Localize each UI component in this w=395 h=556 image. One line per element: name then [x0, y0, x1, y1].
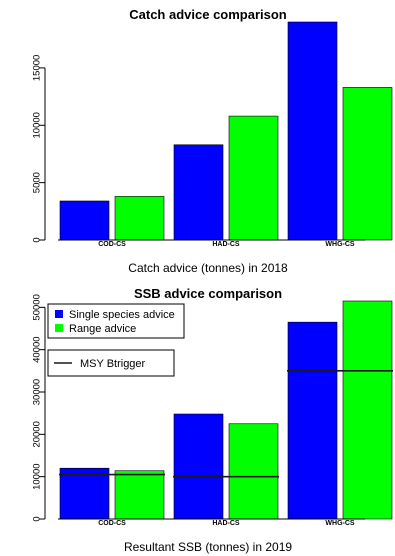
catch-chart-title: Catch advice comparison	[129, 7, 287, 22]
bar-whg-cs-range	[342, 300, 393, 520]
legend-swatch-range	[55, 324, 63, 332]
y-tick-label: 10000	[32, 463, 43, 489]
legend-swatch-single-species	[55, 310, 63, 318]
y-tick-label: 15000	[32, 55, 43, 81]
bar-had-cs-range	[228, 115, 279, 241]
x-tick-label: HAD-CS	[212, 241, 240, 248]
bar-cod-cs-single-species	[59, 467, 110, 520]
y-tick-label: 0	[32, 237, 43, 242]
bar-had-cs-single-species	[173, 144, 224, 241]
ssb-advice-chart: SSB advice comparison Resultant SSB (ton…	[32, 286, 393, 554]
ssb-chart-xlabel: Resultant SSB (tonnes) in 2019	[124, 540, 292, 554]
y-tick-label: 0	[32, 516, 43, 521]
ssb-chart-title: SSB advice comparison	[134, 286, 282, 301]
catch-advice-chart: Catch advice comparison Catch advice (to…	[32, 7, 393, 275]
legend-label-range: Range advice	[69, 323, 136, 335]
bar-whg-cs-range	[342, 87, 393, 241]
legend-label-single-species: Single species advice	[69, 309, 175, 321]
bar-cod-cs-range	[114, 196, 165, 241]
x-tick-label: COD-CS	[98, 241, 126, 248]
bar-whg-cs-single-species	[287, 21, 338, 241]
bar-cod-cs-single-species	[59, 200, 110, 241]
legend-label-msy: MSY Btrigger	[80, 358, 146, 370]
y-tick-label: 30000	[32, 379, 43, 405]
bar-cod-cs-range	[114, 470, 165, 520]
y-tick-label: 50000	[32, 294, 43, 320]
y-tick-label: 10000	[32, 112, 43, 138]
legend-box	[47, 303, 185, 339]
y-tick-label: 40000	[32, 336, 43, 362]
x-tick-label: WHG-CS	[325, 241, 354, 248]
bar-had-cs-range	[228, 423, 279, 520]
y-tick-label: 20000	[32, 421, 43, 447]
ssb-legend: Single species advice Range advice MSY B…	[47, 303, 185, 377]
bar-whg-cs-single-species	[287, 321, 338, 520]
y-tick-label: 5000	[32, 172, 43, 193]
x-tick-label: COD-CS	[98, 520, 126, 527]
x-tick-label: WHG-CS	[325, 520, 354, 527]
catch-chart-xlabel: Catch advice (tonnes) in 2018	[128, 261, 288, 275]
bar-had-cs-single-species	[173, 413, 224, 520]
x-tick-label: HAD-CS	[212, 520, 240, 527]
